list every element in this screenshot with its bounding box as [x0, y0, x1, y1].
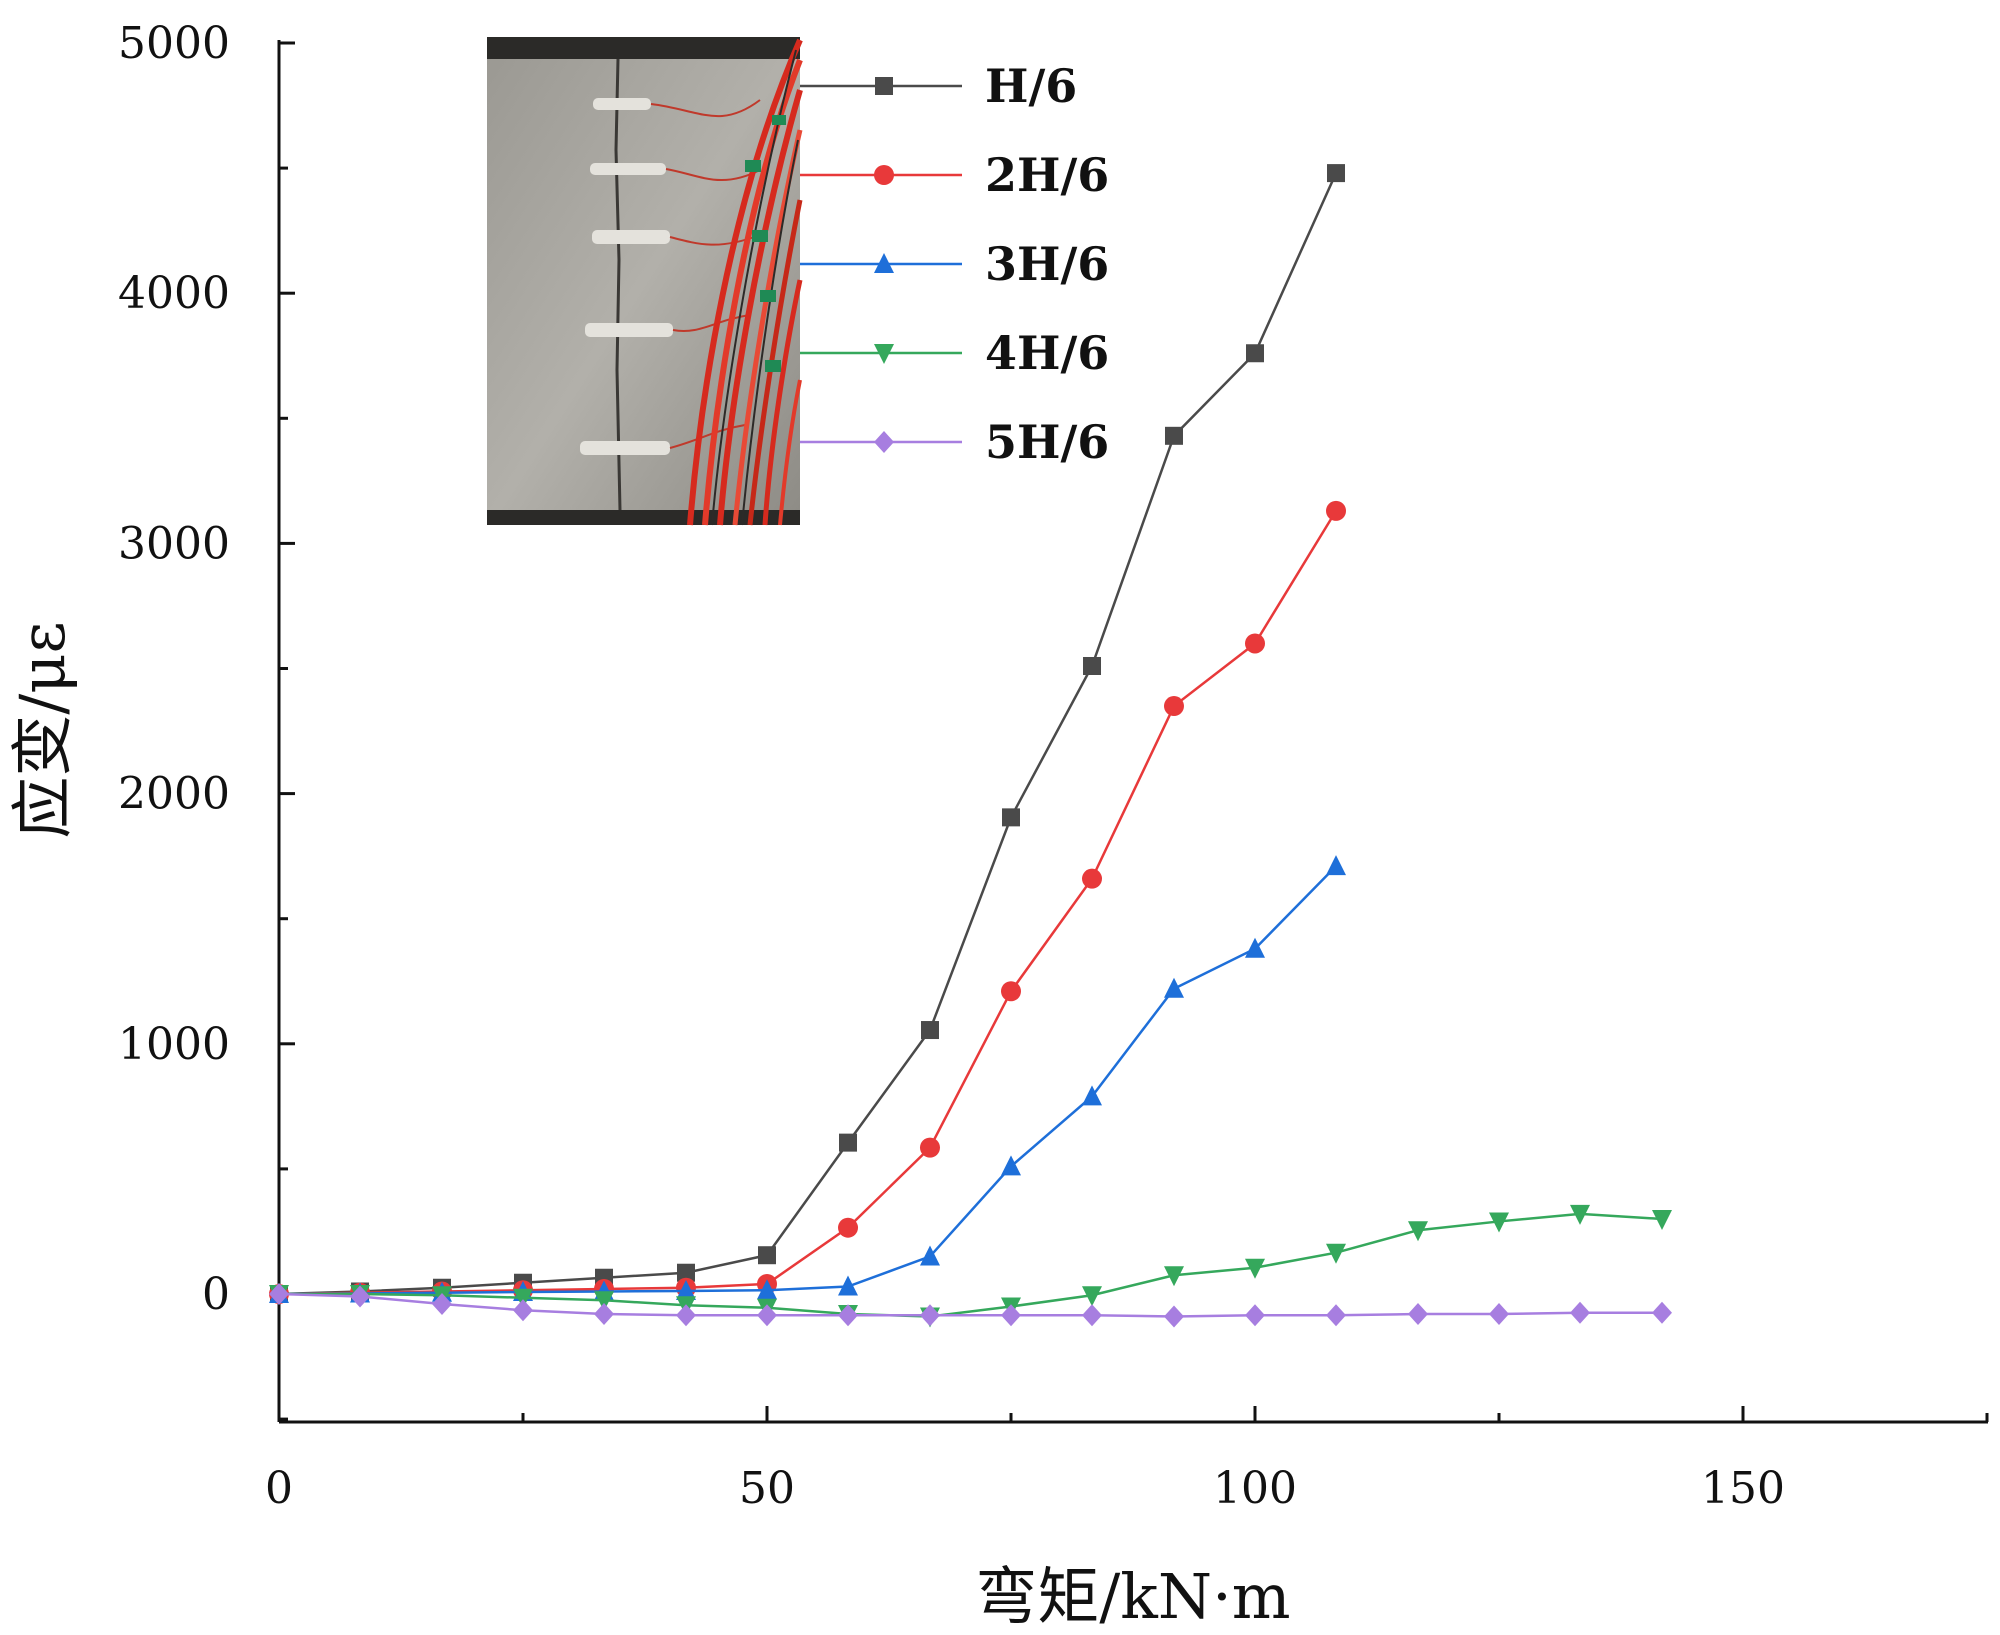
data-point [676, 1263, 695, 1282]
data-point [1651, 1209, 1672, 1230]
y-tick-label: 0 [202, 1269, 230, 1320]
data-point [919, 1137, 940, 1158]
y-tick-label: 2000 [118, 769, 230, 820]
x-tick-label: 100 [1213, 1463, 1297, 1514]
data-point [758, 1246, 776, 1265]
data-point [920, 1021, 939, 1040]
data-point [1245, 633, 1265, 654]
data-point [1163, 696, 1184, 717]
legend-item: 2H/6 [800, 148, 1109, 202]
data-point [675, 1279, 696, 1300]
data-point [594, 1291, 615, 1312]
y-tick-label: 4000 [118, 268, 230, 319]
series-line [278, 1292, 1662, 1318]
data-point [1082, 1286, 1103, 1307]
data-point [1245, 937, 1265, 958]
y-tick-label: 5000 [118, 18, 230, 69]
data-point [1082, 868, 1103, 889]
legend-item: 4H/6 [800, 326, 1109, 380]
axes [277, 40, 1988, 1424]
x-tick-label: 0 [265, 1463, 293, 1514]
data-point [838, 1275, 859, 1296]
series-line [278, 172, 1338, 1296]
legend-item: 3H/6 [800, 237, 1109, 291]
y-axis-title: 应变/με [6, 621, 79, 838]
data-point [1164, 426, 1183, 445]
data-point [1326, 1243, 1347, 1264]
series-1 [270, 164, 1346, 1303]
series-line [278, 865, 1337, 1296]
data-point [919, 1304, 940, 1327]
data-point [1245, 1258, 1265, 1279]
data-point [1163, 1266, 1184, 1287]
data-point [757, 1279, 777, 1300]
data-point [1570, 1301, 1591, 1324]
data-point [919, 1245, 940, 1266]
data-point [1489, 1212, 1509, 1233]
legend-label: 4H/6 [985, 326, 1109, 380]
data-point [1326, 855, 1347, 876]
data-point [1326, 500, 1347, 521]
data-point [350, 1285, 371, 1308]
data-point [513, 1299, 533, 1322]
data-point [1002, 808, 1020, 827]
series-layer [269, 164, 1672, 1328]
y-tick-label: 3000 [118, 518, 230, 569]
x-tick-label: 50 [739, 1463, 795, 1514]
data-point [1245, 1304, 1265, 1327]
data-point [513, 1288, 533, 1309]
data-point [1407, 1303, 1428, 1326]
inset-photo [487, 37, 803, 526]
x-tick-label: 150 [1701, 1463, 1785, 1514]
y-tick-label: 1000 [118, 1019, 230, 1070]
data-point [1246, 344, 1264, 363]
data-point [1651, 1301, 1672, 1324]
data-point [838, 1217, 859, 1238]
data-point [757, 1304, 777, 1327]
data-point [1570, 1204, 1591, 1225]
tick-labels: 0 50 100 150 0 1000 2000 3000 4000 5000 [118, 18, 1785, 1514]
data-point [675, 1304, 696, 1327]
data-point [1001, 1155, 1021, 1176]
data-point [1001, 981, 1021, 1002]
legend-item: 5H/6 [800, 415, 1109, 469]
series-line [279, 1212, 1663, 1318]
data-point [1489, 1303, 1509, 1326]
data-point [594, 1303, 615, 1326]
legend-swatch-marker [874, 431, 894, 453]
data-point [839, 1133, 858, 1152]
data-point [1327, 164, 1346, 183]
data-point [1083, 656, 1102, 675]
legend-label: 2H/6 [985, 148, 1109, 202]
legend-label: H/6 [985, 59, 1077, 113]
x-axis-title: 弯矩/kN·m [975, 1560, 1290, 1633]
legend-label: 5H/6 [985, 415, 1109, 469]
data-point [1163, 1305, 1184, 1328]
legend-swatch-marker [874, 344, 894, 364]
series-2 [269, 500, 1347, 1304]
legend-item: H/6 [800, 59, 1077, 113]
legend-swatch-marker [875, 77, 893, 95]
legend-label: 3H/6 [985, 237, 1109, 291]
legend-swatch-marker [874, 165, 894, 185]
data-point [1407, 1221, 1428, 1242]
data-point [269, 1283, 289, 1305]
data-point [838, 1304, 859, 1327]
legend: H/6 2H/6 3H/6 4H/6 5H/6 [800, 59, 1109, 469]
legend-swatch-marker [874, 253, 894, 273]
series-3 [269, 855, 1347, 1303]
axis-ticks [277, 41, 1989, 1422]
series-line [278, 510, 1338, 1296]
series-5 [269, 1283, 1672, 1328]
data-point [1001, 1304, 1021, 1327]
data-point [431, 1293, 452, 1316]
data-point [1082, 1085, 1103, 1106]
data-point [1163, 977, 1184, 998]
data-point [1082, 1304, 1103, 1327]
data-point [1326, 1304, 1347, 1327]
series-4 [269, 1204, 1672, 1328]
